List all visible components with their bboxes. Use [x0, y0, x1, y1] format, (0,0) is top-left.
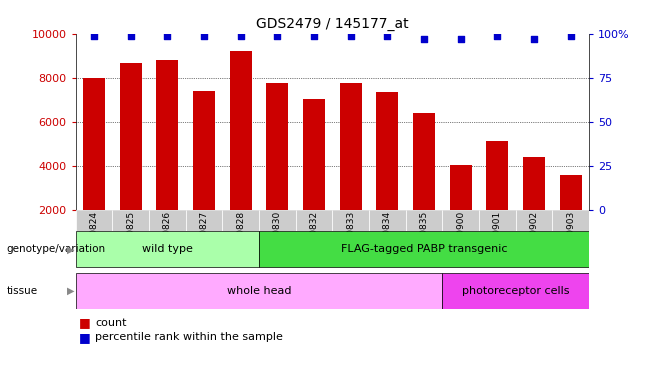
Bar	[516, 210, 552, 231]
Bar	[479, 210, 516, 231]
Bar	[222, 210, 259, 231]
Text: GSM30832: GSM30832	[309, 211, 318, 260]
Point	[492, 33, 503, 39]
Text: GSM30901: GSM30901	[493, 211, 502, 260]
Point	[565, 33, 576, 39]
Bar	[120, 63, 141, 210]
Text: GSM30900: GSM30900	[456, 211, 465, 260]
Bar	[186, 210, 222, 231]
Text: GSM30833: GSM30833	[346, 211, 355, 260]
Text: GSM30903: GSM30903	[566, 211, 575, 260]
Point	[309, 33, 319, 39]
Bar	[230, 51, 251, 210]
Text: percentile rank within the sample: percentile rank within the sample	[95, 333, 284, 342]
Bar	[376, 92, 398, 210]
Bar	[266, 83, 288, 210]
Bar	[113, 210, 149, 231]
Bar	[413, 113, 435, 210]
Text: GSM30826: GSM30826	[163, 211, 172, 260]
Text: ■: ■	[79, 331, 91, 344]
Bar	[332, 210, 369, 231]
Point	[528, 36, 539, 42]
Bar	[76, 231, 259, 267]
Point	[199, 33, 209, 39]
Bar	[340, 83, 362, 210]
Bar	[259, 210, 295, 231]
Bar	[523, 157, 545, 210]
Bar	[552, 210, 589, 231]
Point	[162, 33, 172, 39]
Bar	[442, 210, 479, 231]
Point	[418, 36, 429, 42]
Bar	[76, 210, 113, 231]
Title: GDS2479 / 145177_at: GDS2479 / 145177_at	[256, 17, 409, 32]
Point	[382, 33, 393, 39]
Text: whole head: whole head	[227, 286, 291, 296]
Text: GSM30830: GSM30830	[273, 211, 282, 260]
Text: GSM30835: GSM30835	[419, 211, 428, 260]
Bar	[157, 60, 178, 210]
Text: wild type: wild type	[142, 244, 193, 254]
Bar	[303, 99, 325, 210]
Text: GSM30825: GSM30825	[126, 211, 135, 260]
Text: GSM30834: GSM30834	[383, 211, 392, 260]
Bar	[295, 210, 332, 231]
Bar	[259, 231, 589, 267]
Text: FLAG-tagged PABP transgenic: FLAG-tagged PABP transgenic	[341, 244, 507, 254]
Bar	[405, 210, 442, 231]
Bar	[442, 273, 589, 309]
Bar	[149, 210, 186, 231]
Point	[89, 33, 99, 39]
Bar	[369, 210, 405, 231]
Point	[126, 33, 136, 39]
Text: tissue: tissue	[7, 286, 38, 296]
Text: genotype/variation: genotype/variation	[7, 244, 106, 254]
Text: ▶: ▶	[67, 286, 74, 296]
Bar	[193, 91, 215, 210]
Bar	[83, 78, 105, 210]
Point	[345, 33, 356, 39]
Bar	[486, 141, 508, 210]
Text: count: count	[95, 318, 127, 327]
Bar	[76, 273, 442, 309]
Text: GSM30827: GSM30827	[199, 211, 209, 260]
Text: ■: ■	[79, 316, 91, 329]
Text: GSM30828: GSM30828	[236, 211, 245, 260]
Text: GSM30824: GSM30824	[89, 211, 99, 260]
Bar	[559, 175, 582, 210]
Point	[236, 33, 246, 39]
Text: photoreceptor cells: photoreceptor cells	[462, 286, 569, 296]
Point	[272, 33, 282, 39]
Text: ▶: ▶	[67, 244, 74, 254]
Text: GSM30902: GSM30902	[530, 211, 538, 260]
Bar	[449, 165, 472, 210]
Point	[455, 36, 466, 42]
